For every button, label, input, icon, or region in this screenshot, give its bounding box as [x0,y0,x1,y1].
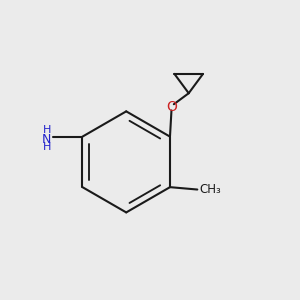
Text: N: N [42,133,51,146]
Text: H: H [43,142,51,152]
Text: CH₃: CH₃ [200,183,221,196]
Text: H: H [43,125,51,135]
Text: O: O [166,100,177,114]
